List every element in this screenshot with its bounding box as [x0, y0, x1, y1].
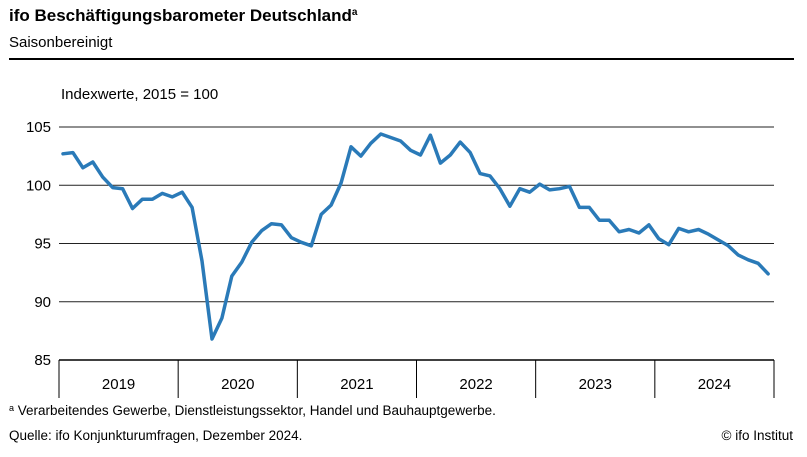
y-tick-label: 95 [34, 236, 51, 253]
copyright: © ifo Institut [721, 428, 793, 443]
y-tick-label: 85 [34, 352, 51, 369]
x-tick-label: 2023 [579, 376, 612, 393]
x-tick-label: 2021 [340, 376, 373, 393]
header-divider [9, 58, 794, 60]
x-tick-label: 2024 [698, 376, 731, 393]
x-tick-label: 2019 [102, 376, 135, 393]
x-tick-label: 2022 [459, 376, 492, 393]
y-axis-label: Indexwerte, 2015 = 100 [61, 86, 218, 103]
y-tick-label: 105 [26, 119, 51, 136]
chart-subtitle: Saisonbereinigt [9, 34, 113, 51]
source-note: Quelle: ifo Konjunkturumfragen, Dezember… [9, 428, 303, 443]
x-tick-label: 2020 [221, 376, 254, 393]
footnote-marker: a [9, 403, 15, 413]
series-line [61, 132, 770, 341]
title-footnote-marker: a [351, 7, 358, 18]
y-tick-label: 100 [26, 177, 51, 194]
footnote: a Verarbeitendes Gewerbe, Dienstleistung… [9, 403, 496, 418]
y-tick-label: 90 [34, 294, 51, 311]
chart-title: ifo Beschäftigungsbarometer Deutschlanda [9, 6, 358, 25]
line-chart: Indexwerte, 2015 = 100 85 90 95 100 105 2019… [26, 86, 775, 398]
